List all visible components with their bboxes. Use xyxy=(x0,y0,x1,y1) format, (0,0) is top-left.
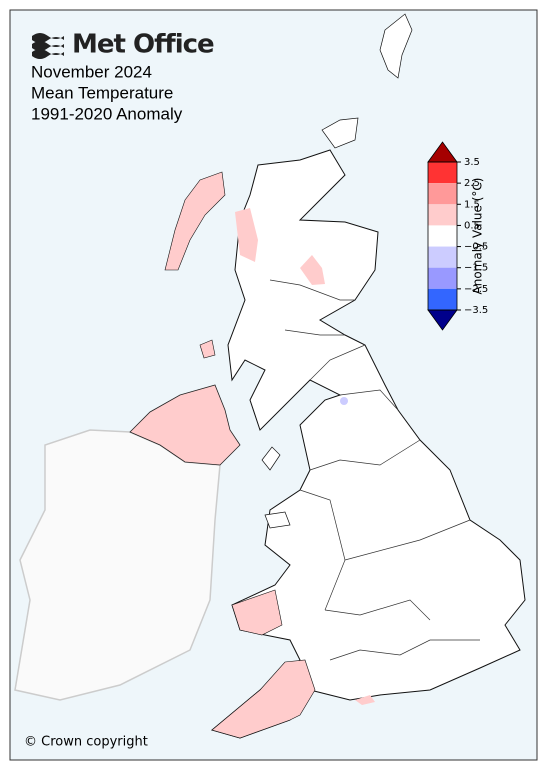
shetland xyxy=(379,13,413,79)
title-line: 1991-2020 Anomaly xyxy=(31,104,183,123)
colorbar-tick-label: −2.5 xyxy=(464,284,488,295)
colorbar-bin xyxy=(428,162,457,184)
isle-of-man xyxy=(261,446,281,471)
region-boundaries xyxy=(269,279,480,661)
copyright: © Crown copyright xyxy=(24,735,148,750)
northern-ireland xyxy=(129,384,241,466)
anomaly-area xyxy=(231,589,283,636)
island xyxy=(199,339,216,359)
title-line: Mean Temperature xyxy=(31,83,173,102)
colorbar-bin xyxy=(428,267,457,289)
logo-text: Met Office xyxy=(72,30,214,60)
outer-hebrides xyxy=(164,171,226,271)
colorbar-tick-label: −3.5 xyxy=(464,305,488,316)
colorbar-bin xyxy=(428,183,457,205)
logo-icon xyxy=(32,33,64,59)
colorbar-tick-label: 2.5 xyxy=(464,178,480,189)
anomaly-area xyxy=(211,659,316,739)
anomaly-area xyxy=(355,695,375,705)
colorbar-bin xyxy=(428,246,457,268)
colorbar-tick-label: 1.5 xyxy=(464,199,480,210)
colorbar-bin xyxy=(428,225,457,247)
colorbar: 3.5 2.5 1.5 0.5 −0.5 −1.5 −2.5 −3.5 xyxy=(427,141,488,331)
colorbar-tick-label: 3.5 xyxy=(464,157,480,168)
colorbar-tick-label: −1.5 xyxy=(464,263,488,274)
colorbar-bin xyxy=(428,288,457,310)
colorbar-tick-label: −0.5 xyxy=(464,242,488,253)
title-line: November 2024 xyxy=(31,62,152,81)
anomaly-area xyxy=(235,208,258,262)
colorbar-tick-label: 0.5 xyxy=(464,220,480,231)
anomaly-area xyxy=(340,397,348,405)
colorbar-bin xyxy=(428,204,457,226)
colorbar-label: Anomaly Value (°C) xyxy=(471,178,485,295)
anglesey xyxy=(264,511,291,529)
orkney xyxy=(321,117,359,149)
anomaly-area xyxy=(300,255,325,285)
colorbar-outline xyxy=(427,161,458,311)
